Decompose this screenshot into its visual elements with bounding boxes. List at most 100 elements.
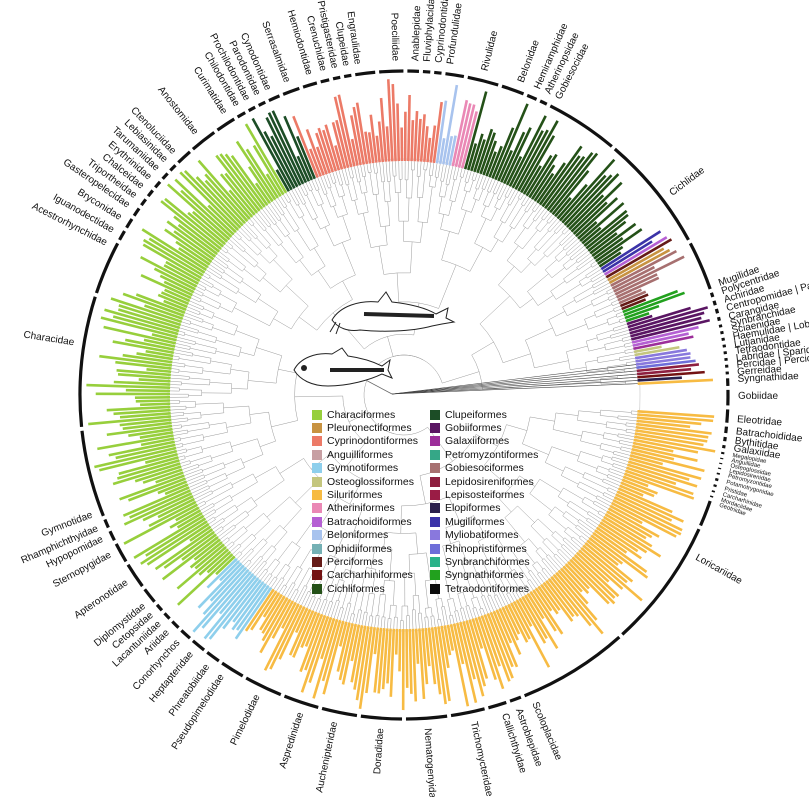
tree-branch — [528, 571, 539, 587]
tree-branch — [236, 288, 240, 294]
tree-branch — [256, 237, 267, 249]
species-bar — [624, 304, 660, 320]
species-bar — [235, 584, 270, 631]
tree-branch — [202, 320, 214, 326]
tree-branch — [175, 343, 191, 347]
species-bar — [511, 130, 544, 189]
tree-branch — [462, 564, 475, 598]
tree-branch — [439, 181, 443, 197]
tree-branch — [496, 198, 500, 201]
species-bar — [271, 110, 308, 184]
tree-branch — [493, 594, 497, 597]
species-bar — [637, 376, 682, 382]
tree-branch — [250, 239, 262, 252]
tree-branch — [283, 508, 302, 529]
species-bar — [230, 155, 269, 206]
species-bar — [435, 100, 448, 164]
species-bar — [413, 111, 419, 162]
species-bar — [491, 127, 515, 179]
tree-branch — [231, 247, 255, 268]
species-bar — [613, 496, 683, 532]
species-bar — [637, 378, 714, 385]
tree-branch — [619, 442, 633, 447]
tree-branch — [369, 163, 372, 173]
family-ring-segment — [320, 78, 330, 84]
tree-branch — [275, 466, 285, 481]
species-bar — [558, 158, 616, 222]
outgroup-branch — [391, 367, 637, 395]
species-bar — [421, 628, 429, 685]
tree-branch — [522, 560, 530, 572]
species-bar — [267, 112, 305, 185]
species-bar — [427, 627, 437, 685]
tree-branch — [576, 292, 594, 303]
tree-branch — [256, 264, 267, 274]
tree-branch — [209, 422, 226, 426]
tree-branch — [426, 552, 431, 581]
tree-branch — [441, 231, 450, 261]
tree-branch — [228, 526, 244, 540]
species-bar — [507, 603, 529, 643]
species-bar — [571, 556, 616, 599]
species-bar — [459, 621, 476, 680]
tree-branch — [207, 266, 223, 277]
tree-branch — [547, 218, 558, 231]
family-ring-segment — [467, 75, 499, 87]
tree-branch — [462, 560, 472, 565]
tree-branch — [188, 479, 207, 488]
tree-branch — [198, 311, 201, 315]
tree-branch — [600, 377, 618, 379]
species-bar — [560, 567, 583, 593]
species-bar — [169, 509, 202, 529]
species-bar — [578, 549, 624, 590]
tree-branch — [195, 493, 213, 503]
legend-item: Gobiiformes — [430, 421, 542, 434]
species-bar — [633, 438, 699, 454]
tree-branch — [183, 332, 186, 336]
tree-branch — [415, 532, 418, 554]
species-bar — [594, 529, 628, 554]
tree-branch — [182, 464, 199, 470]
legend-item: Myliobatiformes — [430, 529, 542, 542]
species-bar — [603, 515, 653, 548]
tree-branch — [509, 225, 515, 230]
tree-branch — [414, 609, 417, 629]
species-bar — [592, 531, 648, 573]
tree-branch — [400, 505, 402, 534]
tree-branch — [530, 518, 539, 527]
species-bar — [445, 135, 454, 166]
species-bar — [127, 477, 186, 502]
species-bar — [468, 619, 489, 679]
family-ring-segment — [724, 426, 729, 434]
tree-branch — [471, 341, 494, 356]
species-bar — [193, 538, 221, 561]
tree-branch — [225, 250, 229, 254]
tree-branch — [265, 548, 277, 563]
family-ring-segment — [722, 444, 726, 449]
tree-branch — [577, 521, 594, 534]
tree-branch — [234, 504, 239, 510]
tree-branch — [221, 526, 224, 530]
tree-branch — [287, 547, 301, 566]
species-bar — [151, 333, 177, 342]
family-ring-segment — [268, 94, 281, 102]
tree-branch — [586, 517, 589, 521]
tree-branch — [203, 308, 215, 314]
tree-branch — [254, 214, 267, 230]
tree-branch — [581, 535, 588, 541]
tree-branch — [296, 230, 311, 251]
tree-branch — [304, 203, 313, 220]
species-bar — [597, 523, 639, 553]
tree-branch — [481, 596, 489, 614]
tree-branch — [527, 248, 537, 259]
species-bar — [635, 356, 691, 366]
tree-branch — [209, 382, 232, 384]
species-bar — [462, 620, 485, 697]
tree-branch — [498, 266, 515, 286]
species-bar — [504, 605, 521, 635]
tree-branch — [576, 267, 579, 271]
tree-branch — [199, 313, 213, 319]
species-bar — [116, 459, 180, 480]
species-bar — [622, 289, 679, 314]
tree-branch — [302, 183, 309, 195]
